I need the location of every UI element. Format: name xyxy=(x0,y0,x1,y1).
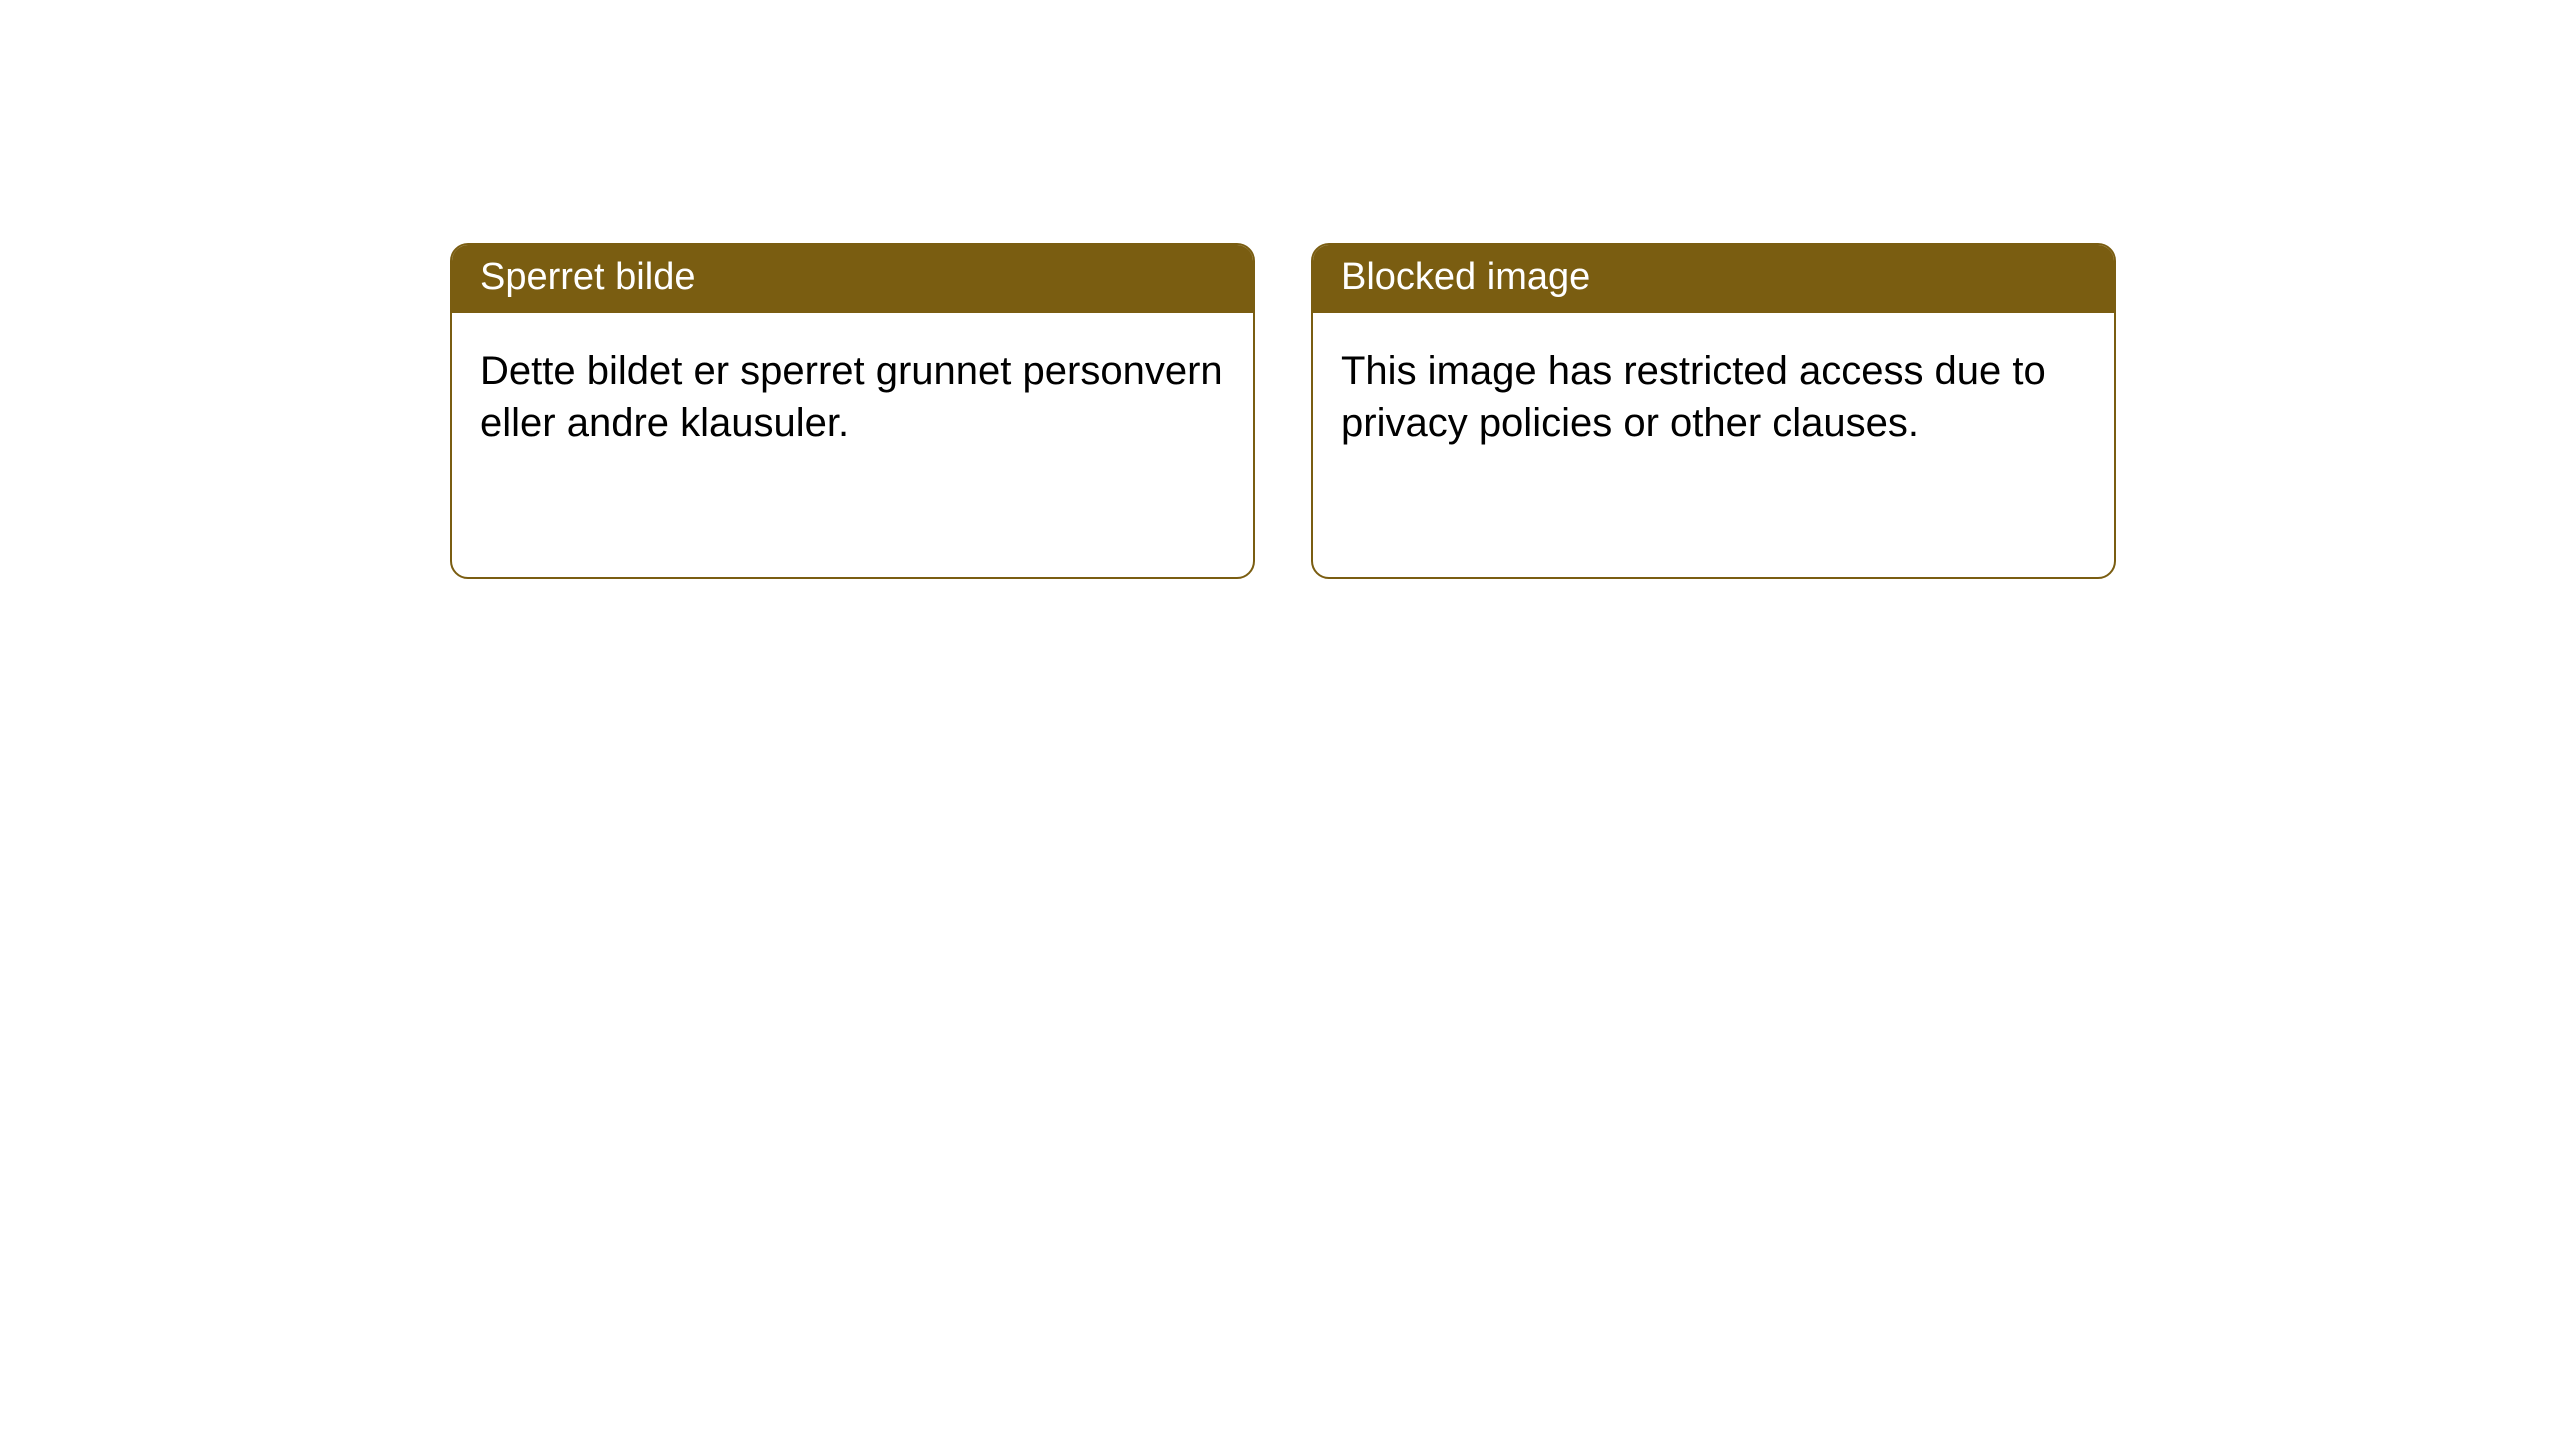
notice-title: Blocked image xyxy=(1341,256,1590,298)
notice-body: This image has restricted access due to … xyxy=(1313,313,2114,477)
notice-text: This image has restricted access due to … xyxy=(1341,349,2046,445)
notice-card-english: Blocked image This image has restricted … xyxy=(1311,243,2116,579)
notice-container: Sperret bilde Dette bildet er sperret gr… xyxy=(450,243,2116,579)
notice-header: Sperret bilde xyxy=(452,245,1253,313)
notice-card-norwegian: Sperret bilde Dette bildet er sperret gr… xyxy=(450,243,1255,579)
notice-text: Dette bildet er sperret grunnet personve… xyxy=(480,349,1223,445)
notice-title: Sperret bilde xyxy=(480,256,695,298)
notice-header: Blocked image xyxy=(1313,245,2114,313)
notice-body: Dette bildet er sperret grunnet personve… xyxy=(452,313,1253,477)
